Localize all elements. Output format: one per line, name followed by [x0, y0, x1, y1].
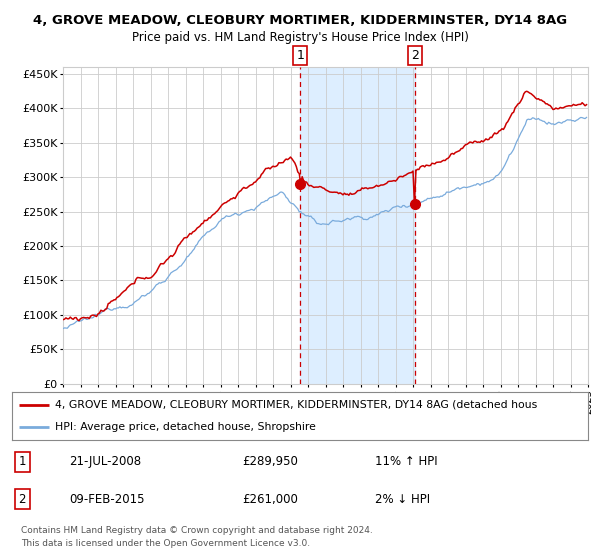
Bar — [300, 67, 415, 384]
Text: 11% ↑ HPI: 11% ↑ HPI — [375, 455, 437, 468]
Text: 1: 1 — [19, 455, 26, 468]
Text: This data is licensed under the Open Government Licence v3.0.: This data is licensed under the Open Gov… — [21, 539, 310, 548]
Text: 4, GROVE MEADOW, CLEOBURY MORTIMER, KIDDERMINSTER, DY14 8AG: 4, GROVE MEADOW, CLEOBURY MORTIMER, KIDD… — [33, 14, 567, 27]
Text: 4, GROVE MEADOW, CLEOBURY MORTIMER, KIDDERMINSTER, DY14 8AG (detached hous: 4, GROVE MEADOW, CLEOBURY MORTIMER, KIDD… — [55, 400, 538, 410]
Text: Contains HM Land Registry data © Crown copyright and database right 2024.: Contains HM Land Registry data © Crown c… — [21, 526, 373, 535]
Text: 21-JUL-2008: 21-JUL-2008 — [70, 455, 142, 468]
Text: 2: 2 — [19, 493, 26, 506]
Text: £289,950: £289,950 — [242, 455, 298, 468]
Text: £261,000: £261,000 — [242, 493, 298, 506]
Text: 2% ↓ HPI: 2% ↓ HPI — [375, 493, 430, 506]
Text: HPI: Average price, detached house, Shropshire: HPI: Average price, detached house, Shro… — [55, 422, 316, 432]
Text: 09-FEB-2015: 09-FEB-2015 — [70, 493, 145, 506]
Text: Price paid vs. HM Land Registry's House Price Index (HPI): Price paid vs. HM Land Registry's House … — [131, 31, 469, 44]
Text: 1: 1 — [296, 49, 304, 62]
Text: 2: 2 — [411, 49, 419, 62]
